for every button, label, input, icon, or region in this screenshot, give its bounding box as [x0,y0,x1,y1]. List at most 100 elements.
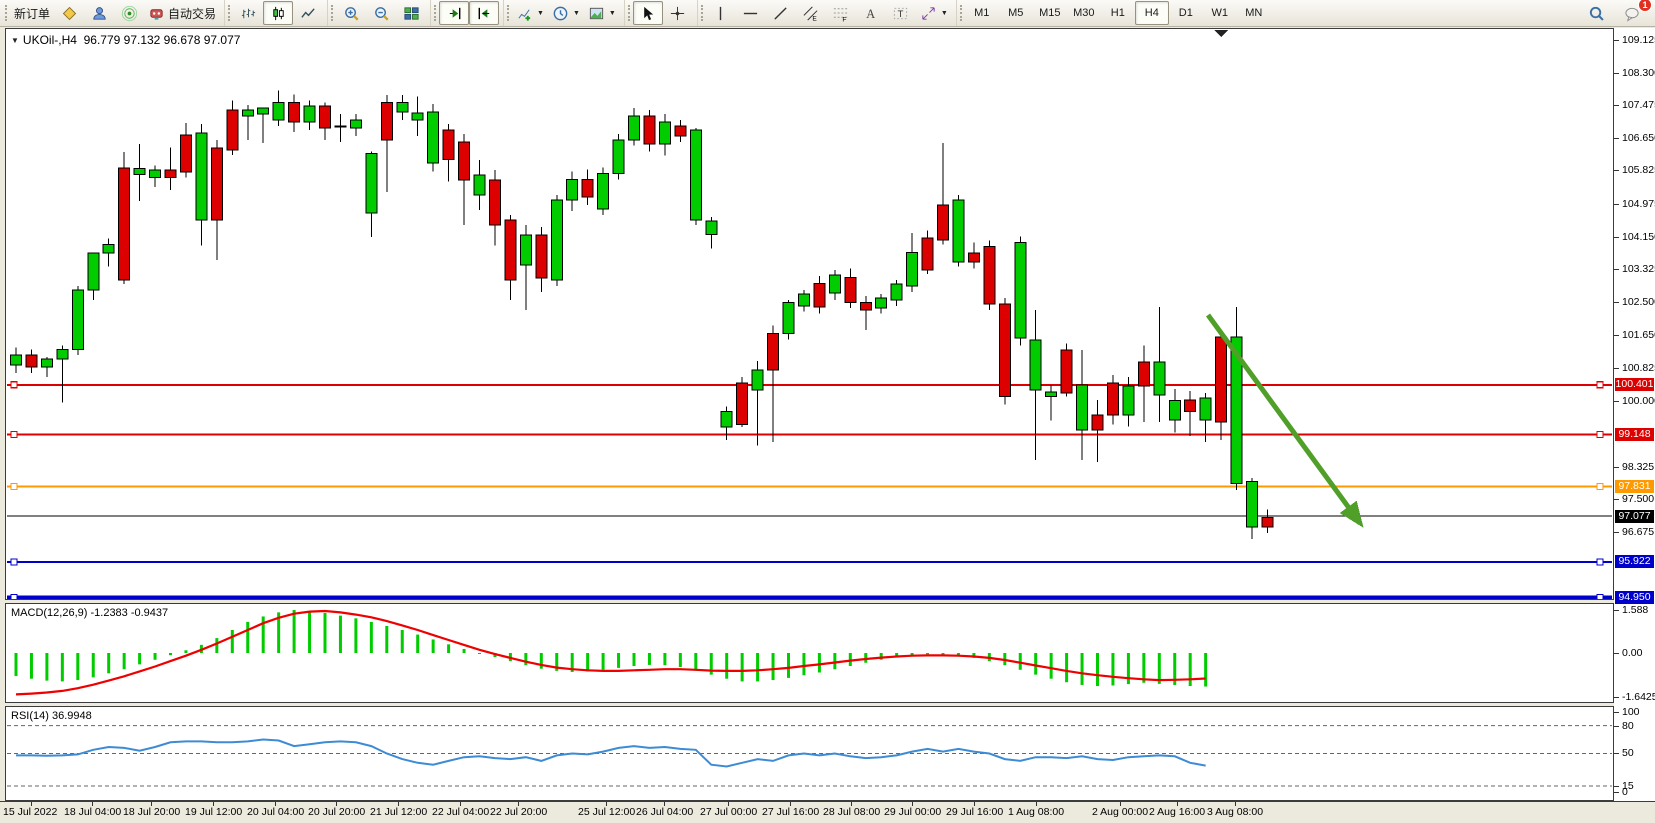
trend-arrow-object[interactable] [1205,313,1364,528]
time-tick-mark [518,802,519,806]
line-chart-button[interactable] [293,1,323,25]
new-order-button[interactable]: 新订单 [10,1,54,25]
dropdown-arrow-icon[interactable]: ▼ [940,9,948,17]
dropdown-arrow-icon[interactable]: ▼ [608,9,616,17]
rsi-indicator[interactable] [6,707,1613,800]
timeframe-M15[interactable]: M15 [1033,1,1067,25]
macd-bar [709,653,713,675]
line-handle[interactable] [1596,381,1604,389]
svg-text:A: A [867,6,876,20]
price-axis[interactable]: 109.125 108.300 107.475 106.650 105.825 104.9… [1614,28,1655,801]
trendline-button[interactable] [766,1,796,25]
timeframe-M1[interactable]: M1 [965,1,999,25]
axis-tick-mark [1614,712,1619,713]
chart-symbol-period: UKOil-,H4 [22,33,77,47]
time-tick-mark [1177,802,1178,806]
axis-tick-mark [1614,610,1619,611]
axis-tick-mark [1614,753,1619,754]
line-handle[interactable] [1596,430,1604,438]
bar-chart-button[interactable] [233,1,263,25]
gold-button[interactable] [54,1,84,25]
macd-bar [385,625,389,653]
line-handle[interactable] [1596,558,1604,566]
macd-pane[interactable] [5,603,1614,703]
macd-bar [169,653,172,656]
text-label-button[interactable]: T [886,1,916,25]
svg-text:F: F [843,16,847,21]
time-tick-mark [31,802,32,806]
candlestick-chart[interactable] [6,29,1613,599]
time-tick-mark [151,802,152,806]
timeframe-M5[interactable]: M5 [999,1,1033,25]
vertical-line-button[interactable] [706,1,736,25]
dropdown-arrow-icon[interactable]: ▼ [537,9,544,17]
line-handle[interactable] [10,558,18,566]
equidistant-channel-button[interactable]: E [796,1,826,25]
horizontal-line-button[interactable] [736,1,766,25]
auto-scroll-button[interactable] [439,1,470,25]
price-tick-label: 101.650 [1622,329,1655,342]
auto-trading-button[interactable]: 自动交易 [144,1,220,25]
time-tick-mark [1036,802,1037,806]
timeframe-H1[interactable]: H1 [1101,1,1135,25]
periods-button[interactable]: ▼ [548,1,584,25]
candlestick-chart-button[interactable] [263,1,294,25]
time-tick-label: 15 Jul 2022 [3,806,58,818]
macd-bar [478,653,481,654]
tile-windows-button[interactable] [396,1,426,25]
rsi-tick-label: 50 [1622,747,1634,759]
fibonacci-button[interactable]: F [826,1,856,25]
indicators-button[interactable]: ▼ [512,1,548,25]
timeframe-D1[interactable]: D1 [1169,1,1203,25]
line-handle[interactable] [10,381,18,389]
chart-shift-button[interactable] [469,1,500,25]
price-tick-label: 97.500 [1622,493,1655,506]
main-chart-pane[interactable] [5,28,1614,600]
dropdown-arrow-icon[interactable]: ▼ [572,9,580,17]
line-handle[interactable] [10,430,18,438]
zoom-in-button[interactable] [336,1,366,25]
hlines-group[interactable] [7,381,1612,600]
time-axis[interactable]: 15 Jul 2022 18 Jul 04:00 18 Jul 20:00 19 Ju… [0,801,1655,823]
timeframe-H4[interactable]: H4 [1134,1,1169,25]
gold-icon [61,5,78,22]
line-handle[interactable] [1596,593,1604,600]
line-handle[interactable] [10,593,18,600]
chart-collapse-icon[interactable]: ▼ [11,36,19,45]
time-tick-label: 18 Jul 20:00 [123,806,181,818]
community-button[interactable] [84,1,114,25]
signals-icon [121,5,138,22]
axis-tick-mark [1614,236,1619,238]
crosshair-button[interactable] [663,1,693,25]
notifications-button[interactable]: 1 [1617,0,1652,25]
line-price-tag: 97.831 [1615,479,1654,493]
candle-bullish [1076,384,1089,431]
timeframe-label: M1 [974,7,990,19]
zoom-out-button[interactable] [366,1,396,25]
macd-bar [107,653,111,674]
line-handle[interactable] [1596,482,1604,491]
line-handle[interactable] [10,482,18,491]
signals-button[interactable] [114,1,144,25]
timeframe-MN[interactable]: MN [1237,1,1271,25]
timeframe-M30[interactable]: M30 [1067,1,1101,25]
timeframe-W1[interactable]: W1 [1203,1,1237,25]
search-button[interactable] [1581,1,1611,25]
rsi-pane[interactable] [5,706,1614,801]
candle-bullish [658,121,671,145]
macd-bar [323,612,327,653]
time-tick-mark [606,802,607,806]
macd-bar [910,653,914,656]
text-button[interactable]: A [856,1,886,25]
candle-bullish [87,252,100,291]
arrows-button[interactable]: ▼ [916,1,952,25]
time-tick-mark [275,802,276,806]
axis-tick-mark [1614,653,1619,654]
macd-indicator[interactable] [6,604,1613,702]
notifications-icon [1624,5,1641,22]
time-tick-mark [974,802,975,806]
templates-button[interactable]: ▼ [584,1,620,25]
macd-bar [539,653,543,669]
candle-bearish [488,179,501,226]
cursor-button[interactable] [632,1,663,25]
